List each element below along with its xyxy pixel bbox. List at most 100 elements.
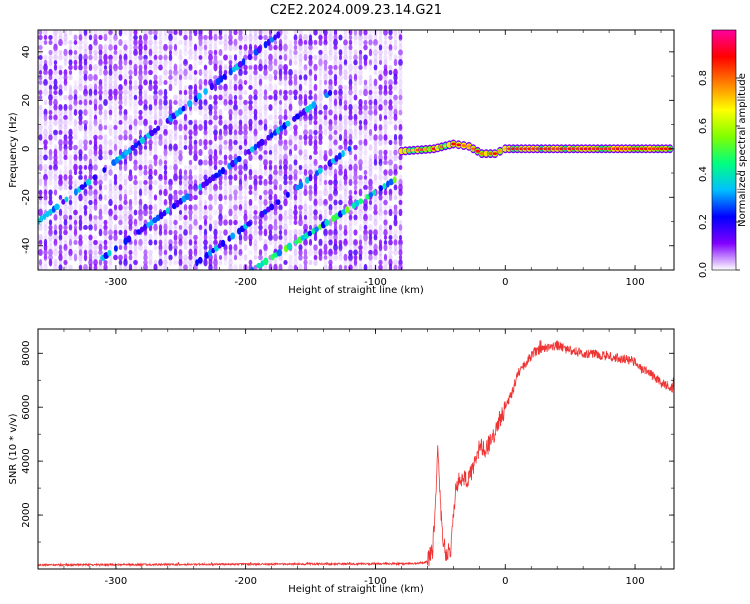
spectrogram-noise-cell: [388, 193, 393, 202]
spectrogram-noise-cell: [373, 224, 378, 231]
spectrogram-noise-cell: [388, 204, 393, 211]
spectrogram-noise-cell: [263, 64, 268, 71]
spectrogram-noise-cell: [238, 99, 243, 106]
spectrogram-noise-cell: [218, 134, 223, 141]
spectrogram-tone-cell: [355, 199, 360, 207]
spectrogram-noise-cell: [258, 249, 263, 256]
spectrogram-noise-cell: [213, 133, 218, 142]
spectrogram-noise-cell: [268, 104, 273, 111]
spectrogram-noise-cell: [43, 99, 48, 106]
spectrogram-noise-cell: [93, 153, 98, 162]
spectrogram-noise-cell: [283, 144, 288, 151]
spectrogram-noise-cell: [188, 74, 193, 81]
spectrogram-noise-cell: [338, 243, 343, 252]
spectrogram-noise-cell: [183, 178, 188, 187]
spectrogram-noise-cell: [93, 124, 98, 131]
spectrogram-noise-cell: [228, 54, 233, 61]
spectrogram-noise-cell: [343, 179, 348, 186]
spectrogram-noise-cell: [153, 233, 158, 242]
spectrogram-noise-cell: [123, 83, 128, 92]
spectrogram-noise-cell: [168, 249, 173, 256]
spectrogram-noise-cell: [208, 69, 213, 76]
spectrogram-noise-cell: [298, 149, 303, 156]
spectrogram-noise-cell: [393, 249, 398, 256]
spectrogram-noise-cell: [378, 214, 383, 221]
spectrogram-noise-cell: [258, 34, 263, 41]
spectrogram-noise-cell: [48, 134, 53, 141]
spectrogram-noise-cell: [188, 109, 193, 116]
spectrogram-noise-cell: [213, 228, 218, 237]
spectrogram-noise-cell: [58, 30, 63, 36]
spectrogram-noise-cell: [383, 174, 388, 181]
spectrogram-noise-cell: [218, 39, 223, 46]
spectrogram-noise-cell: [293, 134, 298, 141]
spectrogram-noise-cell: [313, 134, 318, 141]
spectrogram-noise-cell: [113, 108, 118, 117]
spectrogram-noise-cell: [378, 234, 383, 241]
spectrogram-noise-cell: [48, 88, 53, 97]
spectrogram-tone-cell: [392, 176, 397, 184]
spectrogram-noise-cell: [378, 179, 383, 186]
spectrogram-noise-cell: [48, 94, 53, 101]
spectrogram-noise-cell: [68, 234, 73, 241]
spectrogram-noise-cell: [168, 99, 173, 106]
spectrogram-noise-cell: [208, 104, 213, 111]
spectrogram-noise-cell: [128, 153, 133, 162]
spectrogram-noise-cell: [338, 254, 343, 261]
spectrogram-noise-cell: [238, 88, 243, 97]
spectrogram-noise-cell: [298, 169, 303, 176]
spectrogram-noise-cell: [353, 34, 358, 41]
spectrogram-noise-cell: [73, 59, 78, 66]
spectrogram-noise-cell: [398, 199, 403, 206]
spectrogram-noise-cell: [338, 239, 343, 246]
spectrogram-noise-cell: [243, 254, 248, 261]
spectrogram-noise-cell: [328, 189, 333, 196]
spectrogram-noise-cell: [48, 144, 53, 151]
spectrogram-noise-cell: [378, 138, 383, 147]
spectrogram-noise-cell: [43, 173, 48, 182]
spectrogram-noise-cell: [258, 164, 263, 171]
spectrogram-noise-cell: [128, 54, 133, 61]
spectrogram-noise-cell: [353, 49, 358, 56]
spectrogram-noise-cell: [383, 214, 388, 221]
spectrogram-noise-cell: [363, 254, 368, 261]
spectrogram-noise-cell: [223, 133, 228, 142]
spectrogram-noise-cell: [203, 99, 208, 106]
spectrogram-noise-cell: [113, 94, 118, 101]
spectrogram-noise-cell: [363, 184, 368, 191]
spectrogram-noise-cell: [128, 30, 133, 36]
spectrogram-noise-cell: [273, 233, 278, 242]
snr-x-tick-label: -300: [105, 576, 128, 587]
figure-title: C2E2.2024.009.23.14.G21: [270, 3, 442, 18]
spectrogram-noise-cell: [373, 69, 378, 76]
spectrogram-tone-cell: [298, 111, 304, 117]
spectrogram-noise-cell: [138, 168, 143, 177]
spectrogram-noise-cell: [113, 49, 118, 56]
spectrogram-noise-cell: [208, 204, 213, 211]
spectrogram-noise-cell: [173, 219, 178, 226]
spectrogram-noise-cell: [243, 134, 248, 141]
spectrogram-noise-cell: [193, 208, 198, 217]
spectrogram-noise-cell: [393, 30, 398, 36]
spectrogram-noise-cell: [383, 159, 388, 166]
spectrogram-noise-cell: [253, 69, 258, 76]
spectrogram-noise-cell: [233, 169, 238, 176]
spectrogram-noise-cell: [123, 69, 128, 76]
spectrogram-noise-cell: [268, 218, 273, 227]
spectrogram-noise-cell: [358, 245, 363, 250]
spectrogram-noise-cell: [48, 233, 53, 242]
spectrogram-noise-cell: [53, 43, 58, 52]
spectrogram-noise-cell: [38, 104, 43, 111]
spectrogram-noise-cell: [323, 39, 328, 46]
spectrogram-noise-cell: [278, 234, 283, 241]
spectrogram-noise-cell: [173, 230, 178, 235]
spectrogram-noise-cell: [208, 234, 213, 241]
spectrogram-noise-cell: [68, 218, 73, 227]
spectrogram-noise-cell: [253, 34, 258, 41]
spectrogram-noise-cell: [73, 240, 78, 245]
spectrogram-noise-cell: [353, 153, 358, 162]
spectrogram-noise-cell: [103, 109, 108, 116]
spectrogram-noise-cell: [183, 74, 188, 81]
spectrogram-noise-cell: [223, 200, 228, 205]
